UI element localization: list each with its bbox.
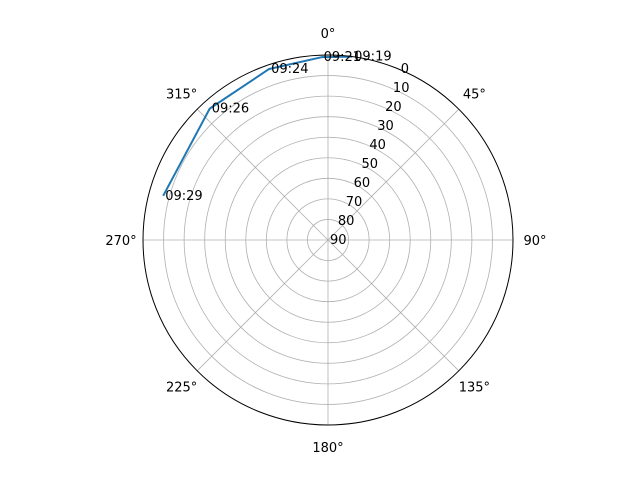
theta-tick-label: 0° (321, 27, 336, 42)
r-tick-label: 0 (401, 62, 409, 77)
r-tick-label: 80 (338, 214, 355, 229)
r-tick-label: 40 (369, 138, 386, 153)
theta-tick-label: 45° (463, 88, 486, 103)
theta-tick-label: 135° (459, 380, 490, 395)
label-layer: 0° 45° 90° 135° 180° 225° 270° 315° 0 10 20 30 40 50 6… (105, 27, 546, 456)
r-tick-label: 90 (330, 233, 347, 248)
grid-layer (143, 55, 513, 425)
r-tick-label: 20 (385, 100, 402, 115)
theta-tick-label: 225° (166, 380, 197, 395)
time-label: 09:29 (165, 189, 202, 204)
theta-gridline (327, 108, 460, 241)
r-tick-label: 10 (393, 81, 410, 96)
theta-tick-label: 90° (523, 234, 546, 249)
theta-gridline (196, 108, 329, 241)
time-label: 09:26 (212, 102, 249, 117)
r-tick-label: 50 (361, 157, 378, 172)
r-tick-label: 70 (346, 195, 363, 210)
theta-tick-label: 315° (166, 88, 197, 103)
theta-gridline (196, 239, 329, 372)
series-line (162, 55, 353, 197)
r-tick-label: 60 (354, 176, 371, 191)
theta-tick-label: 180° (312, 441, 343, 456)
time-label: 09:24 (271, 62, 308, 77)
time-label: 09:21 (324, 50, 361, 65)
series-layer (162, 55, 353, 197)
polar-frame (142, 54, 514, 426)
theta-gridline (327, 239, 460, 372)
theta-tick-label: 270° (105, 234, 136, 249)
time-label: 09:19 (354, 50, 391, 65)
r-tick-label: 30 (377, 119, 394, 134)
